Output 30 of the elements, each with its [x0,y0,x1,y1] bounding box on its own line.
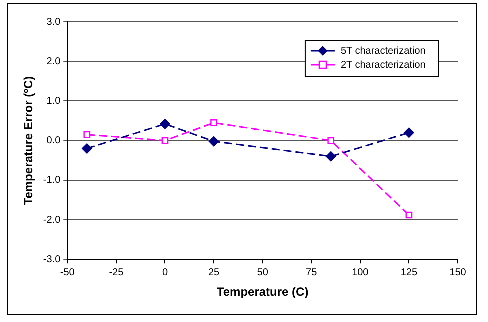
y-tick-label: 1.0 [46,96,62,107]
point [404,128,414,138]
point [208,136,220,147]
y-tick-label: -3.0 [43,254,62,266]
y-tick-label: 2.0 [46,56,62,68]
x-tick-label: -50 [60,267,76,278]
x-axis-title: Temperature (C) [216,285,309,300]
y-tick-label: 3.0 [46,16,62,28]
x-tick-label: 125 [400,267,418,278]
y-tick-label: -1.0 [43,175,62,186]
legend-label: 2T characterization [340,60,426,71]
point [84,131,91,138]
y-tick-label: 0.0 [46,136,62,147]
x-tick-label: -25 [109,267,124,278]
legend-label: 5T characterization [340,46,426,57]
point [210,120,218,126]
x-tick-label: 150 [450,267,467,278]
y-axis-title: Temperature Error (ºC) [22,76,36,206]
point [82,144,92,154]
x-tick-label: 100 [352,267,370,278]
x-tick-label: 0 [162,267,168,278]
y-tick-label: -2.0 [43,214,62,226]
x-tick-label: 75 [306,267,318,278]
point [160,119,170,130]
point [162,137,169,144]
x-tick-label: 25 [208,267,220,278]
point [406,212,413,219]
x-tick-label: 50 [257,267,269,278]
point [328,137,335,144]
point [326,152,336,162]
